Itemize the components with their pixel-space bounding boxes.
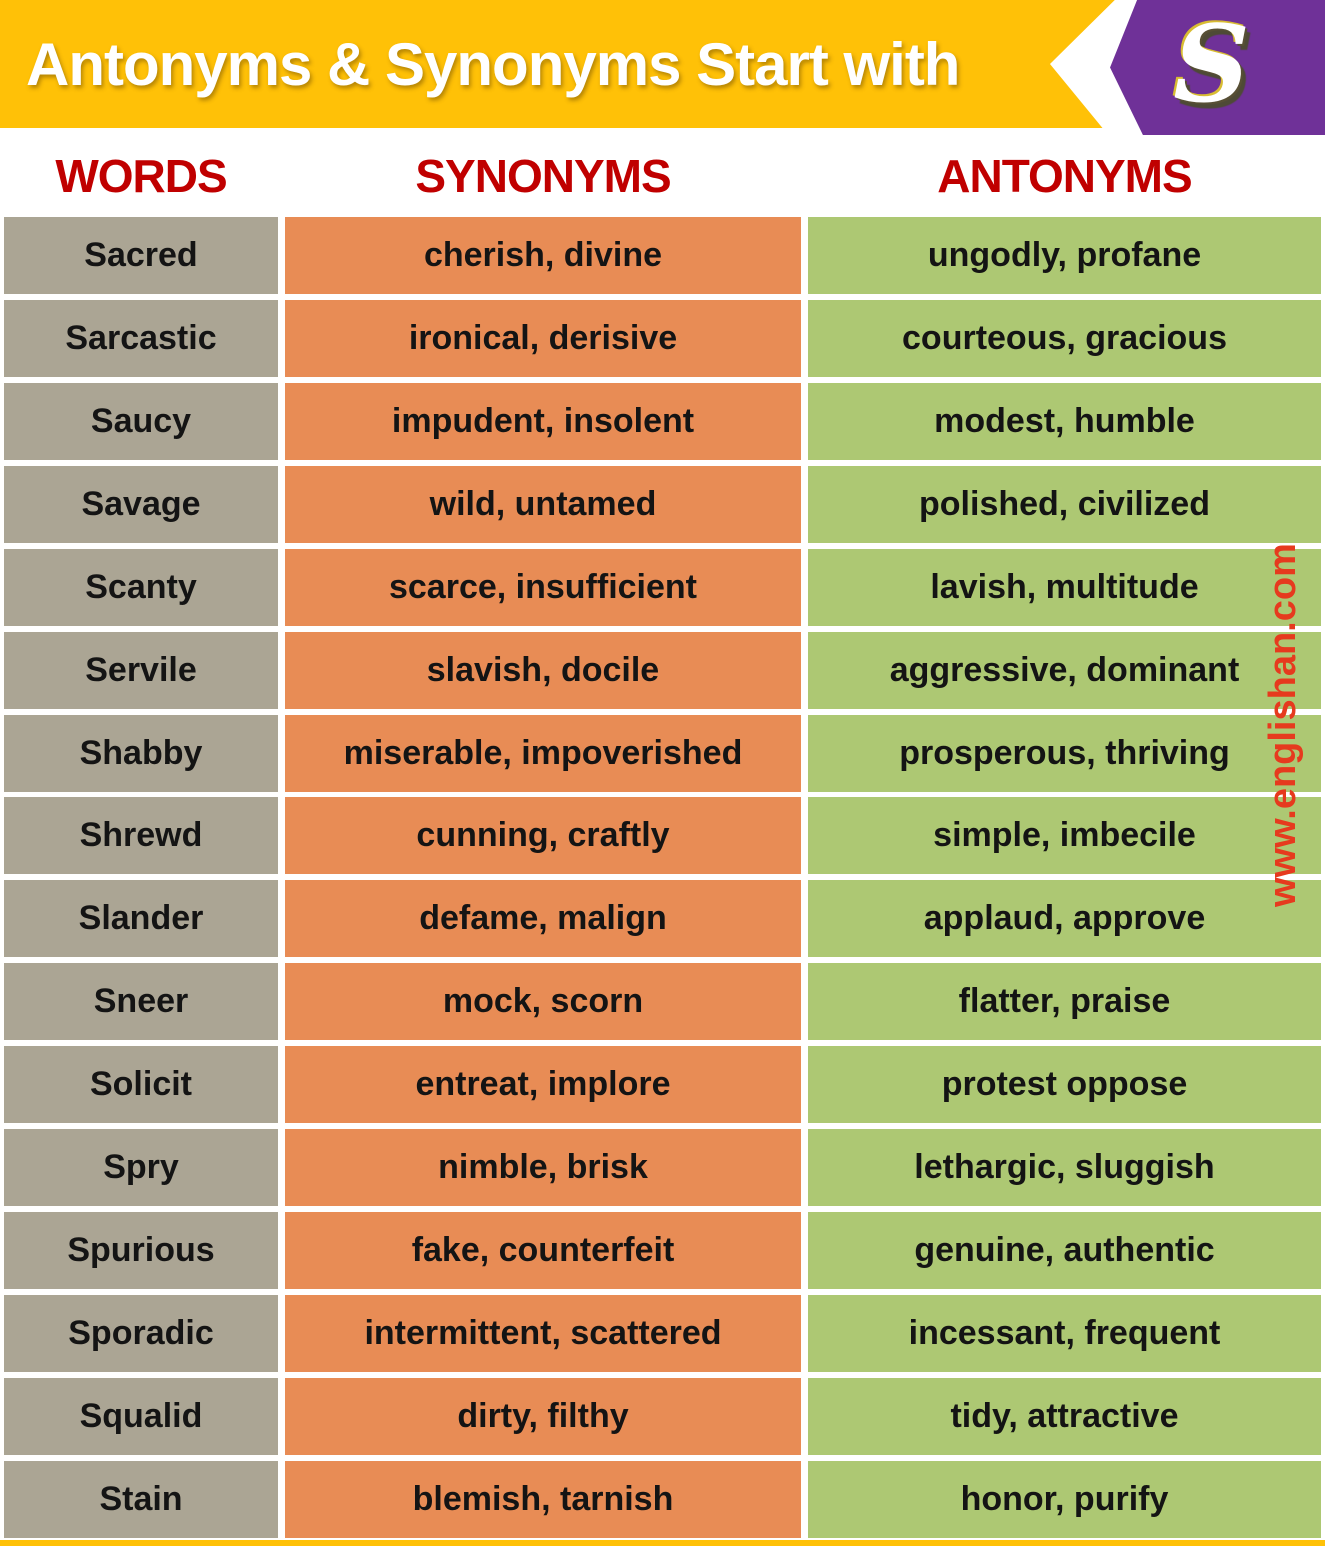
- table-row: Sarcastic ironical, derisive courteous, …: [4, 299, 1321, 377]
- word-cell: Saucy: [4, 382, 278, 460]
- column-headers: WORDS SYNONYMS ANTONYMS: [0, 135, 1325, 217]
- antonyms-cell: polished, civilized: [808, 465, 1321, 543]
- antonyms-cell: tidy, attractive: [808, 1377, 1321, 1455]
- synonyms-cell: ironical, derisive: [285, 299, 801, 377]
- page-title: Antonyms & Synonyms Start with: [26, 30, 960, 98]
- title-banner: Antonyms & Synonyms Start with S: [0, 0, 1325, 135]
- antonyms-cell: genuine, authentic: [808, 1212, 1321, 1290]
- antonyms-cell: lethargic, sluggish: [808, 1129, 1321, 1207]
- antonyms-cell: simple, imbecile: [808, 797, 1321, 875]
- synonyms-cell: intermittent, scattered: [285, 1294, 801, 1372]
- antonyms-cell: incessant, frequent: [808, 1294, 1321, 1372]
- synonyms-cell: fake, counterfeit: [285, 1212, 801, 1290]
- table-row: Spurious fake, counterfeit genuine, auth…: [4, 1212, 1321, 1290]
- column-header-antonyms: ANTONYMS: [937, 150, 1192, 202]
- table-row: Shrewd cunning, craftly simple, imbecile: [4, 797, 1321, 875]
- table-row: Servile slavish, docile aggressive, domi…: [4, 631, 1321, 709]
- word-cell: Shrewd: [4, 797, 278, 875]
- site-watermark: www.englishan.com: [1262, 543, 1304, 907]
- synonyms-cell: defame, malign: [285, 880, 801, 958]
- table-row: Slander defame, malign applaud, approve: [4, 880, 1321, 958]
- antonyms-cell: protest oppose: [808, 1046, 1321, 1124]
- word-cell: Sneer: [4, 963, 278, 1041]
- synonyms-cell: mock, scorn: [285, 963, 801, 1041]
- word-cell: Shabby: [4, 714, 278, 792]
- table-row: Spry nimble, brisk lethargic, sluggish: [4, 1129, 1321, 1207]
- table-row: Scanty scarce, insufficient lavish, mult…: [4, 548, 1321, 626]
- word-cell: Sacred: [4, 217, 278, 294]
- synonyms-cell: cherish, divine: [285, 217, 801, 294]
- synonyms-cell: impudent, insolent: [285, 382, 801, 460]
- antonyms-cell: lavish, multitude: [808, 548, 1321, 626]
- table-row: Stain blemish, tarnish honor, purify: [4, 1460, 1321, 1538]
- table-row: Saucy impudent, insolent modest, humble: [4, 382, 1321, 460]
- antonyms-cell: courteous, gracious: [808, 299, 1321, 377]
- table-row: Shabby miserable, impoverished prosperou…: [4, 714, 1321, 792]
- synonyms-cell: cunning, craftly: [285, 797, 801, 875]
- synonyms-cell: scarce, insufficient: [285, 548, 801, 626]
- word-cell: Solicit: [4, 1046, 278, 1124]
- antonyms-cell: prosperous, thriving: [808, 714, 1321, 792]
- word-cell: Servile: [4, 631, 278, 709]
- word-cell: Stain: [4, 1460, 278, 1538]
- letter-ribbon: S: [1110, 0, 1325, 135]
- word-cell: Spry: [4, 1129, 278, 1207]
- antonyms-cell: modest, humble: [808, 382, 1321, 460]
- word-cell: Spurious: [4, 1212, 278, 1290]
- antonyms-cell: ungodly, profane: [808, 217, 1321, 294]
- table-row: Squalid dirty, filthy tidy, attractive: [4, 1377, 1321, 1455]
- synonyms-cell: blemish, tarnish: [285, 1460, 801, 1538]
- synonyms-cell: dirty, filthy: [285, 1377, 801, 1455]
- word-cell: Squalid: [4, 1377, 278, 1455]
- column-header-synonyms: SYNONYMS: [415, 150, 671, 202]
- synonyms-cell: wild, untamed: [285, 465, 801, 543]
- antonyms-cell: honor, purify: [808, 1460, 1321, 1538]
- synonyms-cell: miserable, impoverished: [285, 714, 801, 792]
- table-row: Sacred cherish, divine ungodly, profane: [4, 217, 1321, 294]
- banner-background: [0, 0, 1115, 128]
- table-row: Solicit entreat, implore protest oppose: [4, 1046, 1321, 1124]
- table-row: Sneer mock, scorn flatter, praise: [4, 963, 1321, 1041]
- letter-badge: S: [1173, 0, 1250, 126]
- word-cell: Sarcastic: [4, 299, 278, 377]
- bottom-accent-strip: [0, 1540, 1325, 1546]
- antonyms-cell: aggressive, dominant: [808, 631, 1321, 709]
- synonyms-cell: nimble, brisk: [285, 1129, 801, 1207]
- synonyms-cell: entreat, implore: [285, 1046, 801, 1124]
- word-cell: Savage: [4, 465, 278, 543]
- word-cell: Slander: [4, 880, 278, 958]
- antonyms-cell: flatter, praise: [808, 963, 1321, 1041]
- antonyms-cell: applaud, approve: [808, 880, 1321, 958]
- word-cell: Scanty: [4, 548, 278, 626]
- table-row: Savage wild, untamed polished, civilized: [4, 465, 1321, 543]
- table-row: Sporadic intermittent, scattered incessa…: [4, 1294, 1321, 1372]
- column-header-words: WORDS: [55, 150, 227, 202]
- word-cell: Sporadic: [4, 1294, 278, 1372]
- vocabulary-table: Sacred cherish, divine ungodly, profane …: [0, 217, 1325, 1538]
- synonyms-cell: slavish, docile: [285, 631, 801, 709]
